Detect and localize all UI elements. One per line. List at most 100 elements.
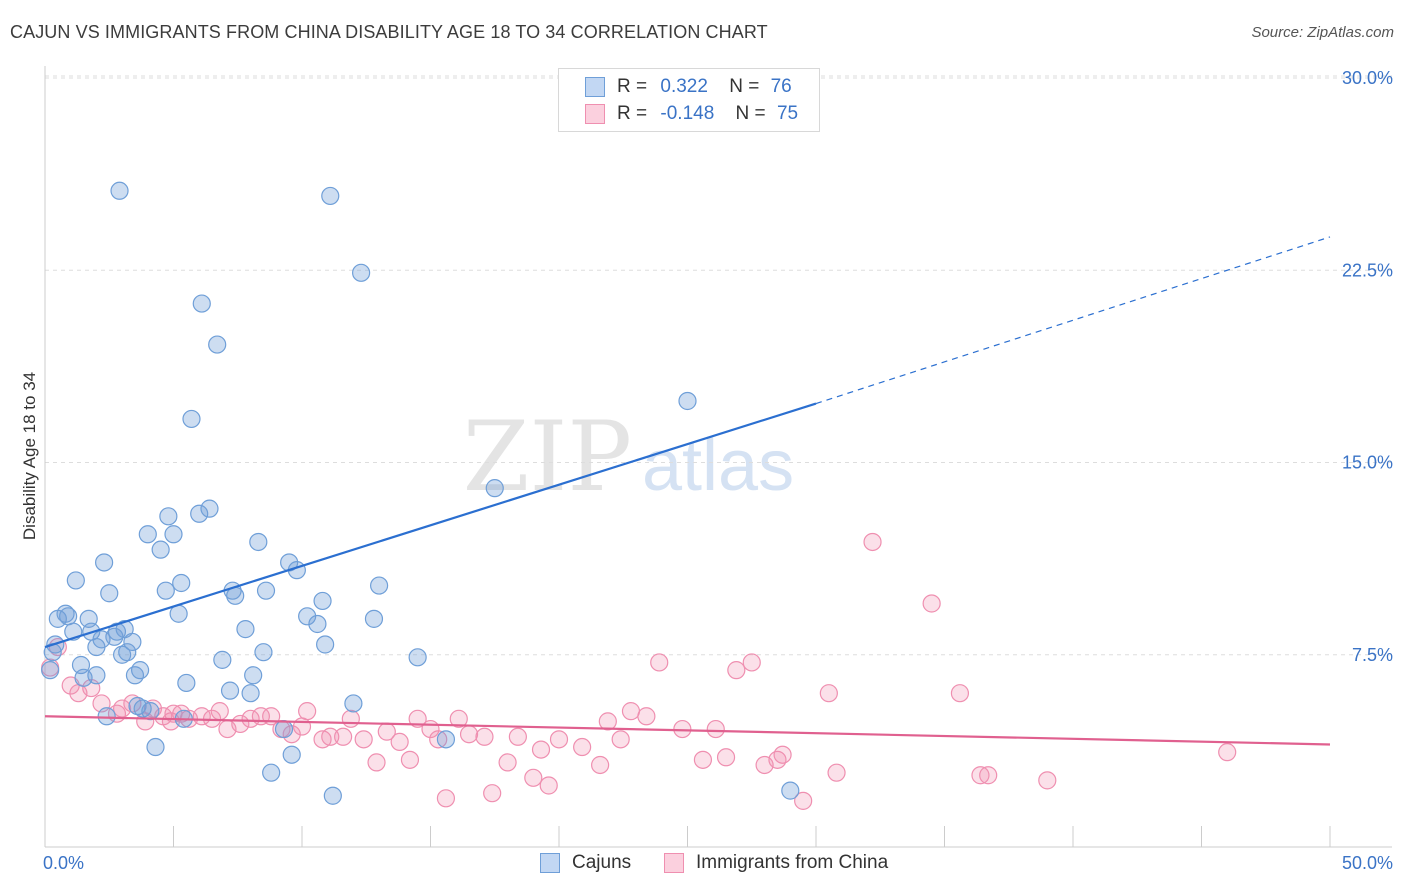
cajuns-point <box>249 532 268 552</box>
china-point <box>143 699 163 718</box>
chart-title: CAJUN VS IMMIGRANTS FROM CHINA DISABILIT… <box>10 22 768 42</box>
cajuns-legend-swatch <box>540 853 560 873</box>
china-point <box>716 748 736 767</box>
china-point <box>598 712 617 731</box>
cajuns-point <box>110 181 129 200</box>
x-tick-label: 50.0% <box>1342 853 1393 873</box>
china-point <box>922 594 941 613</box>
legend-n-value: 76 <box>770 76 792 97</box>
china-point <box>979 766 998 785</box>
cajuns-point <box>323 786 342 805</box>
cajuns-point <box>141 702 160 721</box>
china-point <box>400 750 420 769</box>
cajuns-point <box>236 620 255 639</box>
cajuns-point <box>436 730 456 749</box>
cajuns-point <box>177 673 196 693</box>
cajuns-legend-label: Cajuns <box>572 852 632 873</box>
china-point <box>354 730 373 749</box>
china-point <box>524 768 543 787</box>
cajuns-point <box>213 650 232 669</box>
china-point <box>794 791 813 810</box>
china-legend-swatch <box>664 853 684 873</box>
china-point <box>706 719 725 739</box>
china-point <box>475 727 494 746</box>
trend-lines <box>44 236 1331 746</box>
cajuns-swatch <box>585 77 605 97</box>
zipatlas-watermark: ZIP atlas <box>463 401 794 513</box>
china-point <box>508 727 527 746</box>
china-point <box>727 661 746 680</box>
china-point <box>611 730 630 749</box>
china-point <box>819 684 838 703</box>
china-point <box>390 732 409 752</box>
china-point <box>549 730 569 749</box>
watermark-atlas: atlas <box>642 426 794 506</box>
y-tick-label: 22.5% <box>1342 260 1393 280</box>
cajuns-point <box>256 581 276 600</box>
china-point <box>498 753 517 772</box>
china-point <box>483 784 502 803</box>
china-point <box>449 709 468 728</box>
china-point <box>531 740 551 759</box>
cajuns-point <box>123 632 142 652</box>
china-point <box>429 730 448 749</box>
china-point <box>334 727 353 746</box>
cajuns-point <box>59 607 78 626</box>
cajuns-point <box>485 479 504 498</box>
cajuns-point <box>781 781 800 800</box>
china-point <box>1038 771 1057 790</box>
china-legend-label: Immigrants from China <box>696 852 889 873</box>
china-point <box>408 709 427 728</box>
cajuns-point <box>118 643 137 662</box>
china-point <box>693 750 713 769</box>
cajuns-point <box>146 737 165 757</box>
cajuns-point <box>156 581 175 600</box>
gridlines <box>45 75 1392 656</box>
china-trend-line <box>44 715 1331 746</box>
china-point <box>1218 743 1237 762</box>
china-point <box>292 717 312 736</box>
cajuns-point <box>112 645 132 664</box>
china-point <box>367 753 386 772</box>
legend-n-value: 75 <box>776 103 799 124</box>
china-point <box>863 532 882 552</box>
china-point <box>436 789 456 808</box>
legend-r-label: R = <box>617 103 648 124</box>
cajuns-point <box>151 540 170 559</box>
cajuns-point <box>313 591 332 611</box>
cajuns-point <box>364 609 384 628</box>
legend-n-label: N = <box>735 103 766 124</box>
cajuns-point <box>208 335 227 354</box>
china-point <box>621 702 641 721</box>
cajuns-point <box>130 661 150 680</box>
china-point <box>827 763 846 782</box>
cajuns-point <box>87 666 106 685</box>
cajuns-point <box>41 661 60 680</box>
y-tick-label: 30.0% <box>1342 68 1393 88</box>
tick-labels: 7.5% 15.0% 22.5% 30.0% 0.0% 50.0% <box>43 68 1393 873</box>
cajuns-point <box>678 391 697 411</box>
legend-r-label: R = <box>617 76 648 97</box>
cajuns-point <box>66 571 85 590</box>
cajuns-point <box>241 684 260 703</box>
china-point <box>742 653 761 672</box>
cajuns-point <box>282 745 301 764</box>
cajuns-point <box>125 666 145 685</box>
source-label: Source: ZipAtlas.com <box>1251 24 1394 41</box>
china-point <box>768 750 787 769</box>
cajuns-point <box>254 643 273 662</box>
cajuns-point <box>316 635 335 654</box>
x-tick-label: 0.0% <box>43 853 84 873</box>
cajuns-point <box>200 499 219 518</box>
cajuns-trend-extension <box>815 236 1331 405</box>
series-china-points <box>41 532 1237 810</box>
watermark-zip: ZIP <box>463 401 632 513</box>
cajuns-point <box>308 614 327 634</box>
cajuns-point <box>172 573 191 593</box>
cajuns-point <box>274 719 294 739</box>
cajuns-point <box>105 627 124 646</box>
cajuns-point <box>164 525 183 544</box>
cajuns-point <box>182 409 201 429</box>
china-point <box>573 737 592 757</box>
